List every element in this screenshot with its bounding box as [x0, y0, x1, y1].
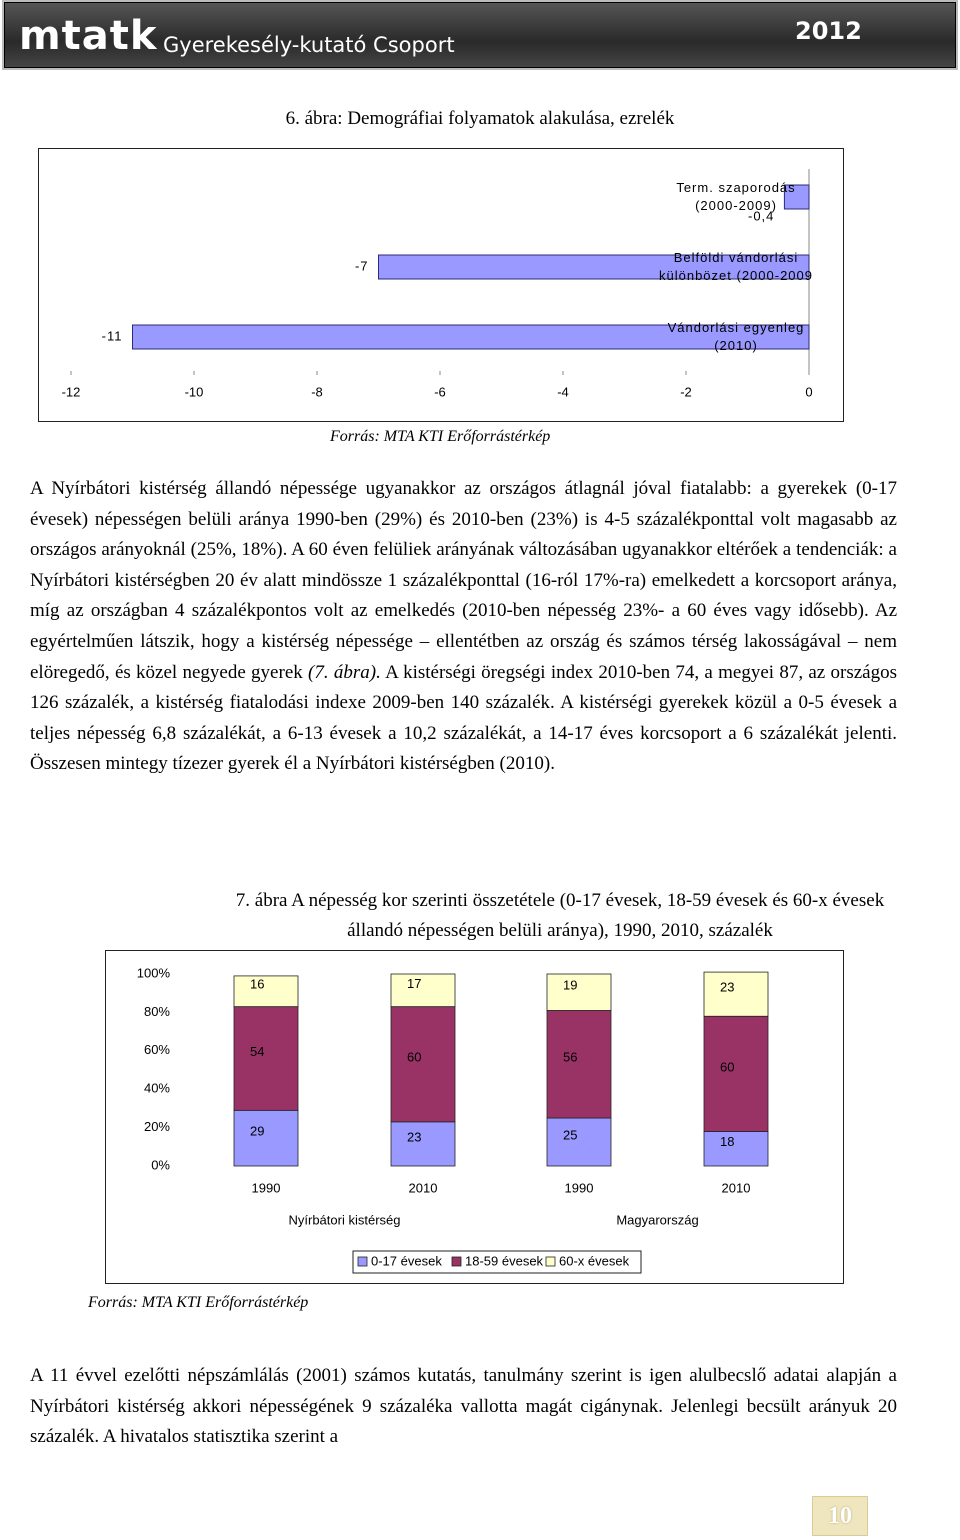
- x-tick-label: 1990: [252, 1180, 281, 1195]
- bar: [132, 324, 810, 350]
- source: Forrás: MTA KTI Erőforrástérkép: [330, 428, 551, 445]
- x-tick-label: 2010: [409, 1180, 438, 1195]
- y-tick-label: 40%: [144, 1081, 170, 1096]
- bar-segment: [546, 1117, 612, 1167]
- legend-label: 60-x évesek: [559, 1253, 630, 1268]
- legend-frame: [352, 1250, 642, 1274]
- category-label: Belföldi vándorlási különbözet (2000-200…: [659, 250, 813, 283]
- legend-label: 18-59 évesek: [465, 1253, 544, 1268]
- bar-segment: [390, 1006, 456, 1123]
- legend-swatch: [357, 1256, 368, 1267]
- bar-segment: [703, 1015, 769, 1132]
- bar-segment: [233, 1109, 299, 1167]
- bar-segment: [390, 973, 456, 1008]
- text: A Nyírbátori kistérség állandó népessége…: [30, 478, 897, 683]
- year: 2012: [795, 17, 862, 45]
- logo: mtatk: [19, 13, 158, 59]
- y-tick-label: 0%: [151, 1157, 170, 1172]
- legend-label: 0-17 évesek: [371, 1253, 442, 1268]
- source: Forrás: MTA KTI Erőforrástérkép: [88, 1294, 309, 1311]
- group-name: Gyerekesély-kutató Csoport: [163, 33, 455, 57]
- bar: [783, 184, 810, 210]
- y-tick-label: 20%: [144, 1119, 170, 1134]
- x-tick-label: -12: [62, 384, 81, 399]
- y-tick-label: 80%: [144, 1004, 170, 1019]
- bar-segment: [390, 1121, 456, 1167]
- x-tick-label: 0: [805, 384, 812, 399]
- bar-segment: [546, 1010, 612, 1119]
- data-label: 23: [407, 1129, 421, 1144]
- text: A kistérségi öregségi index 2010-ben 74,…: [30, 661, 897, 775]
- data-label: 17: [407, 976, 421, 991]
- value-label: -0,4: [748, 208, 774, 223]
- value-label: -7: [355, 258, 369, 273]
- figure-caption: 6. ábra: Demográfiai folyamatok alakulás…: [285, 108, 675, 129]
- bar-segment: [703, 1131, 769, 1167]
- data-label: 29: [250, 1124, 264, 1139]
- text: (7. ábra).: [308, 661, 381, 683]
- data-label: 19: [563, 978, 577, 993]
- y-tick-label: 100%: [137, 965, 171, 980]
- x-tick-label: 2010: [722, 1180, 751, 1195]
- bar-segment: [233, 975, 299, 1008]
- y-tick-label: 60%: [144, 1042, 170, 1057]
- figure-caption: 7. ábra A népesség kor szerinti összetét…: [235, 890, 885, 941]
- data-label: 60: [407, 1050, 421, 1065]
- data-label: 16: [250, 977, 264, 992]
- paragraph: A 11 évvel ezelőtti népszámlálás (2001) …: [30, 1365, 897, 1448]
- data-label: 56: [563, 1050, 577, 1065]
- chart: -12 -10 -8 -6 -4 -2 0 -0,4 -7 -11: [62, 169, 813, 399]
- paragraph: A Nyírbátori kistérség állandó népessége…: [30, 474, 897, 780]
- x-tick-label: -10: [185, 384, 204, 399]
- chart-frame: -12 -10 -8 -6 -4 -2 0 -0,4 -7 -11 Term. szaporodá…: [38, 148, 844, 422]
- bar-segment: [703, 971, 769, 1017]
- x-tick-label: 1990: [565, 1180, 594, 1195]
- data-label: 25: [563, 1127, 577, 1142]
- header: mtatk Gyerekesély-kutató Csoport 2012: [4, 2, 956, 68]
- group-label: Magyarország: [616, 1212, 698, 1227]
- x-tick-label: -4: [557, 384, 569, 399]
- legend-swatch: [451, 1256, 462, 1267]
- data-label: 60: [720, 1059, 734, 1074]
- x-tick-label: -8: [311, 384, 323, 399]
- data-label: 23: [720, 980, 734, 995]
- value-label: -11: [102, 328, 123, 343]
- data-label: 18: [720, 1134, 734, 1149]
- bar: [378, 254, 810, 280]
- x-tick-label: -6: [434, 384, 446, 399]
- data-label: 54: [250, 1044, 264, 1059]
- bar-segment: [546, 973, 612, 1011]
- page-number: 10: [812, 1496, 868, 1536]
- bar-segment: [233, 1006, 299, 1111]
- legend-swatch: [545, 1256, 556, 1267]
- group-label: Nyírbátori kistérség: [289, 1212, 401, 1227]
- x-tick-label: -2: [680, 384, 692, 399]
- category-label: Term. szaporodás (2000-2009): [676, 180, 796, 213]
- category-label: Vándorlási egyenleg (2010): [667, 320, 805, 353]
- chart: 0% 20% 40% 60% 80% 100% 1990 29 54 16 2010 23 60 17 19…: [137, 965, 769, 1274]
- chart-frame: 0% 20% 40% 60% 80% 100% 1990 29 54 16 2010 23 60 17 19…: [105, 950, 844, 1284]
